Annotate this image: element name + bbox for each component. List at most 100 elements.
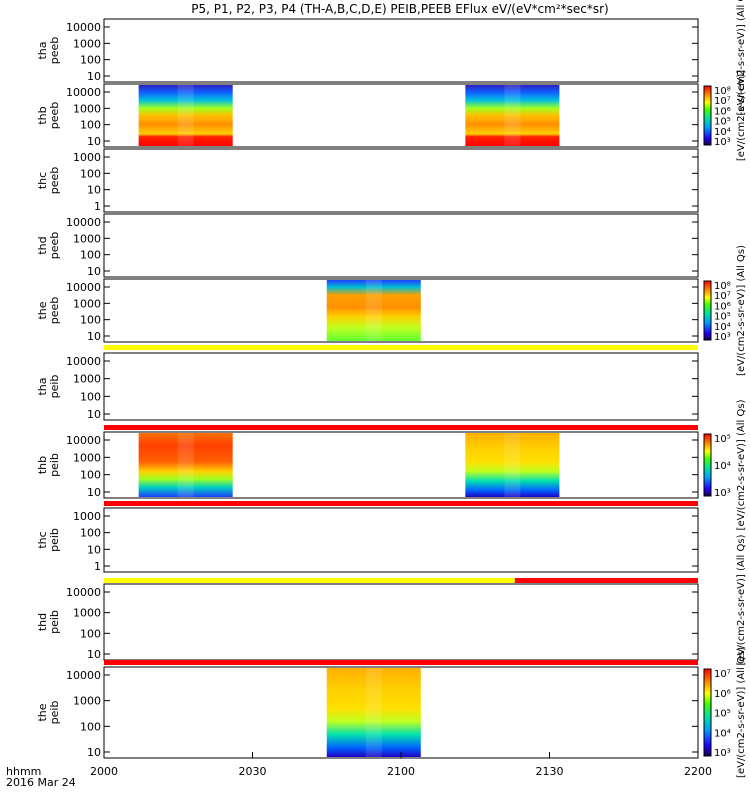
panel-product-label: peib [48, 701, 61, 725]
colorbar-tick-label: 10⁶ [714, 301, 731, 312]
panel-probe-label: the [36, 301, 49, 319]
panel-frame [103, 431, 699, 499]
block-texture [177, 433, 194, 497]
y-tick-label: 10 [87, 184, 101, 197]
y-tick-label: 10 [87, 648, 101, 661]
time-format-label: hhmm [6, 765, 41, 778]
y-tick-label: 100 [80, 54, 101, 67]
side-unit-label: [eV/(cm2-s-sr-eV)] (All Qs) [736, 0, 747, 115]
colorbar-gradient [703, 280, 712, 341]
panel-probe-label: tha [36, 41, 49, 59]
panel-product-label: peeb [48, 37, 61, 65]
y-tick-label: 1000 [73, 695, 101, 708]
panel-probe-label: thc [36, 531, 49, 548]
spectrogram-block [465, 85, 560, 146]
block-texture [177, 85, 194, 146]
colorbar-gradient [703, 668, 712, 757]
status-segment [514, 578, 698, 583]
status-segment [104, 660, 698, 665]
y-tick-label: 10 [87, 746, 101, 759]
block-texture [365, 668, 382, 757]
status-bar [104, 578, 698, 583]
y-tick-label: 1000 [73, 297, 101, 310]
panel-frame [103, 213, 699, 278]
panel-product-label: peeb [48, 167, 61, 195]
y-tick-label: 10000 [66, 281, 101, 294]
date-label: 2016 Mar 24 [6, 776, 76, 789]
y-tick-label: 1 [94, 560, 101, 573]
y-tick-label: 100 [80, 167, 101, 180]
colorbar-tick-label: 10³ [714, 137, 731, 148]
panel-product-label: peeb [48, 102, 61, 130]
status-bar [104, 345, 698, 350]
y-tick-label: 10000 [66, 586, 101, 599]
y-tick-label: 10 [87, 330, 101, 343]
colorbar-tick-label: 10⁴ [714, 461, 731, 472]
y-tick-label: 1000 [73, 451, 101, 464]
colorbar-unit-label: [eV/(cm2-s-sr-eV)] (All Qs) [736, 647, 747, 778]
spectrogram-block [138, 433, 233, 497]
y-tick-label: 10 [87, 70, 101, 83]
y-tick-label: 10 [87, 265, 101, 278]
y-tick-label: 10000 [66, 355, 101, 368]
colorbar-tick-label: 10³ [714, 748, 731, 759]
y-tick-label: 1000 [73, 37, 101, 50]
y-tick-label: 1000 [73, 151, 101, 164]
panel-frame [103, 278, 699, 343]
colorbar-tick-label: 10⁸ [714, 86, 731, 97]
panel-probe-label: the [36, 703, 49, 721]
y-tick-label: 1 [94, 200, 101, 213]
panel-product-label: peeb [48, 232, 61, 260]
x-tick-label: 2030 [239, 765, 267, 778]
block-texture [504, 85, 521, 146]
y-tick-label: 10000 [66, 86, 101, 99]
status-segment [104, 578, 515, 583]
y-tick-label: 1000 [73, 102, 101, 115]
side-unit-labels: [eV/(cm2-s-sr-eV)] (All Qs)[eV/(cm2-s-sr… [736, 0, 747, 665]
y-tick-label: 10000 [66, 434, 101, 447]
colorbar-tick-label: 10⁴ [714, 728, 731, 739]
colorbar-unit-label: [eV/(cm2-s-sr-eV)] [736, 70, 747, 161]
spectrogram-block [138, 85, 233, 146]
colorbar-tick-label: 10⁷ [714, 96, 731, 107]
block-texture [365, 280, 382, 341]
y-tick-label: 100 [80, 390, 101, 403]
colorbar: 10⁵ 10⁴ 10³ [eV/(cm2-s-sr-eV)] (All Qs) [703, 399, 747, 530]
panel-product-label: peib [48, 375, 61, 399]
colorbar-gradient [703, 433, 712, 497]
colorbar-gradient [703, 85, 712, 146]
y-tick-label: 10000 [66, 21, 101, 34]
panel-frame [103, 18, 699, 83]
figure-title: P5, P1, P2, P3, P4 (TH-A,B,C,D,E) PEIB,P… [191, 2, 608, 16]
y-tick-label: 1000 [73, 510, 101, 523]
y-tick-label: 100 [80, 469, 101, 482]
y-tick-label: 10000 [66, 216, 101, 229]
colorbar: 10⁷ 10⁶ 10⁵ 10⁴ 10³ [eV/(cm2-s-sr-eV)] (All Q… [703, 647, 747, 778]
y-tick-label: 100 [80, 627, 101, 640]
y-tick-label: 10 [87, 408, 101, 421]
panel-thd-peeb: 10000 1000 100 10 thd peeb [36, 213, 699, 278]
colorbar-tick-label: 10⁷ [714, 669, 731, 680]
colorbar-tick-label: 10³ [714, 332, 731, 343]
y-tick-label: 1000 [73, 373, 101, 386]
panel-thb-peib: 10000 1000 100 10 thb peib 10⁵ 10⁴ 10³ [eV/(cm2-s… [36, 399, 747, 530]
panel-product-label: peib [48, 528, 61, 552]
x-tick-label: 2200 [684, 765, 712, 778]
colorbar-tick-label: 10⁵ [714, 709, 731, 720]
y-tick-label: 10 [87, 135, 101, 148]
side-unit-label: [eV/(cm2-s-sr-eV)] (All Qs) [736, 534, 747, 665]
panel-frame [103, 352, 699, 421]
status-segment [104, 425, 698, 430]
panel-tha-peib: 10000 1000 100 10 tha peib [36, 352, 699, 421]
status-bar [104, 425, 698, 430]
status-bar [104, 501, 698, 506]
colorbar-tick-label: 10³ [714, 488, 731, 499]
panel-probe-label: thb [36, 106, 49, 124]
panel-probe-label: thb [36, 456, 49, 474]
